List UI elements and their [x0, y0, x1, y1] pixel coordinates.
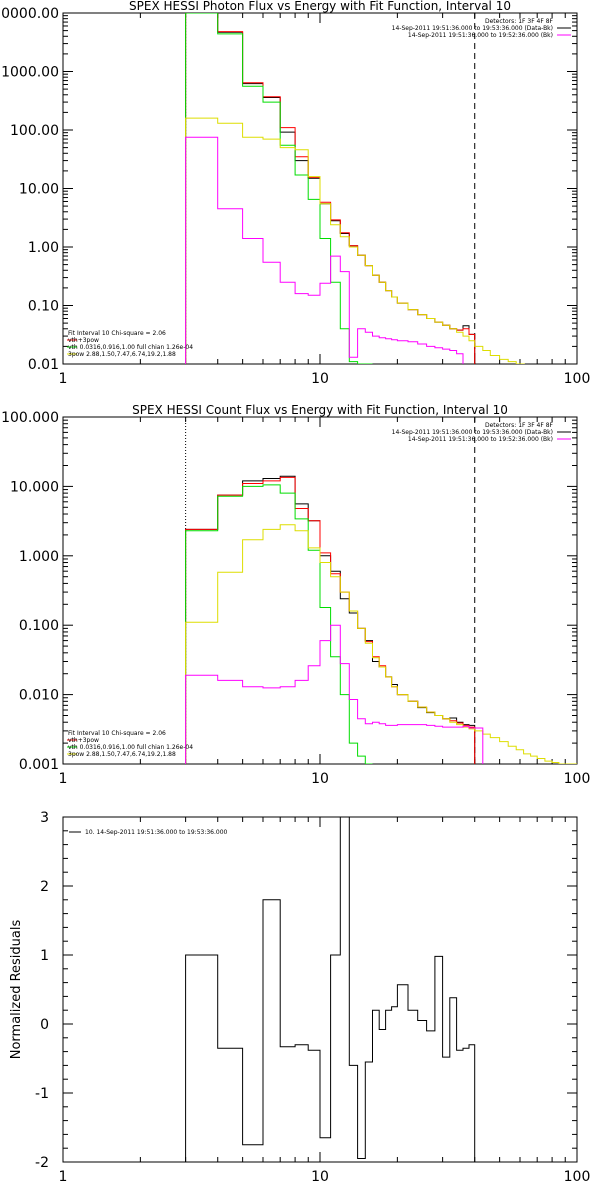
- series-0-line: [185, 817, 476, 1162]
- legend-entry: 14-Sep-2011 19:51:36.000 to 19:52:36.000…: [408, 436, 553, 443]
- legend-entry: 10. 14-Sep-2011 19:51:36.000 to 19:53:36…: [85, 829, 228, 836]
- y-tick-label: 10.00: [19, 182, 59, 198]
- y-tick-label: 1000.00: [1, 65, 59, 81]
- y-tick-label: 1.000: [19, 549, 59, 565]
- y-tick-label: 0.100: [19, 618, 59, 634]
- legend-entry: 14-Sep-2011 19:51:36.000 to 19:52:36.000…: [408, 32, 553, 39]
- x-tick-label: 100: [564, 1169, 591, 1185]
- fit-annotation: Fit Interval 10 Chi-square = 2.06: [68, 330, 166, 337]
- y-tick-label: 100.00: [10, 123, 59, 139]
- legend-entry: 14-Sep-2011 19:51:36.000 to 19:53:36.000…: [392, 429, 553, 436]
- fit-annotation: vth 0.0316,0.916,1.00 full chian 1.26e-0…: [68, 744, 193, 751]
- photon-flux-chart: SPEX HESSI Photon Flux vs Energy with Fi…: [0, 0, 590, 387]
- x-tick-label: 1: [59, 371, 68, 387]
- series-2-line: [185, 484, 373, 764]
- legend-entry: 14-Sep-2011 19:51:36.000 to 19:53:36.000…: [392, 25, 553, 32]
- y-axis-label: Normalized Residuals: [9, 920, 24, 1060]
- chart-title: SPEX HESSI Count Flux vs Energy with Fit…: [132, 403, 508, 417]
- y-tick-label: 1.00: [28, 240, 59, 256]
- y-tick-label: 0.01: [28, 357, 59, 373]
- x-tick-label: 1: [59, 771, 68, 787]
- x-tick-label: 10: [311, 1169, 329, 1185]
- chart-title: SPEX HESSI Photon Flux vs Energy with Fi…: [129, 0, 511, 13]
- y-tick-label: 0.10: [28, 299, 59, 315]
- y-tick-label: 0.010: [19, 688, 59, 704]
- legend-entry: Detectors: 1F 3F 4F 8F: [485, 18, 554, 25]
- series-3-line: [185, 524, 577, 764]
- y-tick-label: 0: [40, 1017, 49, 1033]
- count-flux-chart: SPEX HESSI Count Flux vs Energy with Fit…: [1, 403, 590, 787]
- y-tick-label: 0.001: [19, 757, 59, 773]
- series-4-line: [185, 624, 484, 764]
- x-tick-label: 10: [311, 771, 329, 787]
- x-tick-label: 100: [564, 771, 591, 787]
- series-3-line: [185, 117, 525, 364]
- x-tick-label: 100: [564, 371, 591, 387]
- y-tick-label: -1: [35, 1086, 49, 1102]
- y-tick-label: -2: [35, 1155, 49, 1171]
- series-4-line: [185, 136, 464, 364]
- y-tick-label: 10.000: [10, 479, 59, 495]
- fit-annotation: 3pow 2.88,1.50,7.47,6.74,19.2,1.88: [68, 751, 176, 758]
- y-tick-label: 2: [40, 879, 49, 895]
- legend-entry: Detectors: 1F 3F 4F 8F: [485, 422, 554, 429]
- fit-annotation: vth+3pow: [68, 337, 99, 344]
- fit-annotation: vth+3pow: [68, 737, 99, 744]
- x-tick-label: 1: [59, 1169, 68, 1185]
- y-tick-label: 1: [40, 948, 49, 964]
- fit-annotation: 3pow 2.88,1.50,7.47,6.74,19.2,1.88: [68, 351, 176, 358]
- fit-annotation: Fit Interval 10 Chi-square = 2.06: [68, 730, 166, 737]
- y-tick-label: 100.000: [1, 410, 59, 426]
- y-tick-label: 3: [40, 810, 49, 826]
- fit-annotation: vth 0.0316,0.916,1.00 full chian 1.26e-0…: [68, 344, 193, 351]
- x-tick-label: 10: [311, 371, 329, 387]
